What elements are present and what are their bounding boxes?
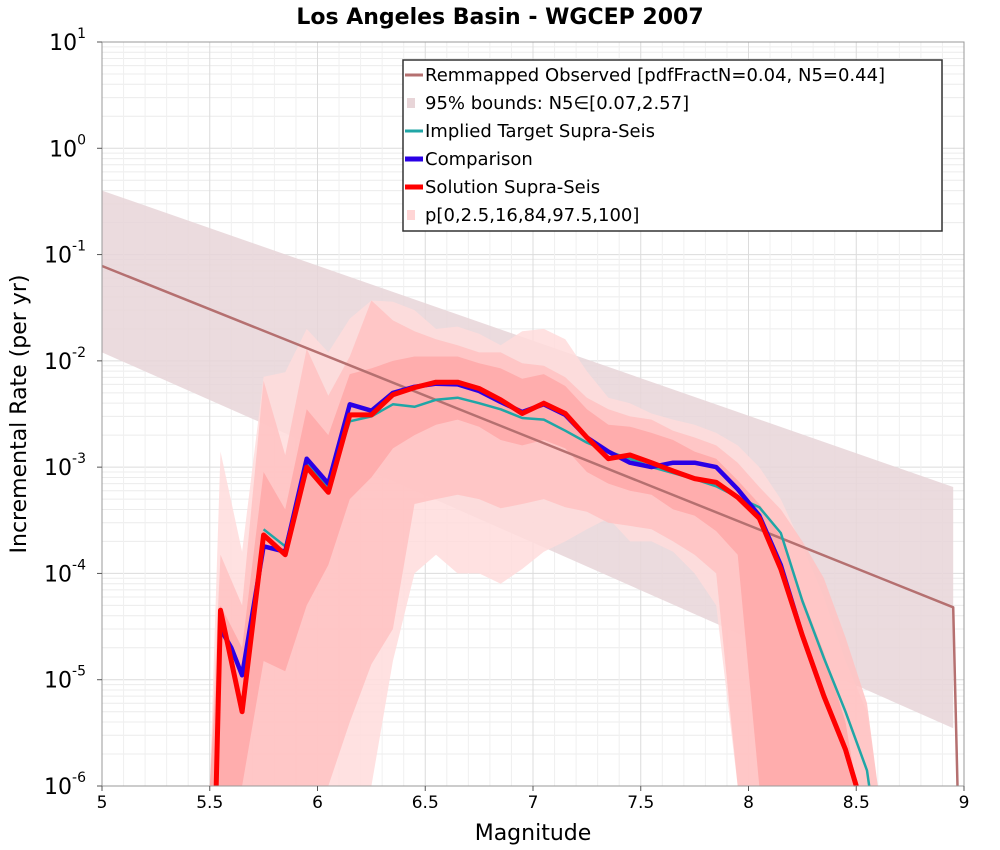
line-solution-supra-seis [213, 379, 859, 787]
y-tick-label: 10-1 [44, 239, 86, 269]
x-tick-label: 6 [312, 793, 323, 813]
legend-label-p-0-2-5-16-84-97-5-100: p[0,2.5,16,84,97.5,100] [425, 205, 639, 226]
legend-swatch-95-bounds-n5-0-07-2-57 [407, 98, 415, 108]
y-tick-label: 10-4 [44, 557, 86, 587]
x-tick-label: 5.5 [196, 793, 223, 813]
x-tick-label: 9 [959, 793, 970, 813]
x-axis-ticks: 5 5.5 6 6.5 7 7.5 8 8.5 9 [97, 786, 970, 813]
x-tick-label: 7 [528, 793, 539, 813]
legend-label-solution-supra-seis: Solution Supra-Seis [425, 177, 600, 198]
legend-label-comparison: Comparison [425, 149, 533, 170]
legend-box [402, 59, 943, 232]
x-axis-label: Magnitude [475, 821, 592, 846]
legend: Remmapped Observed [pdfFractN=0.04, N5=0… [402, 59, 943, 232]
y-axis-label: Incremental Rate (per yr) [7, 275, 32, 554]
x-tick-label: 8.5 [843, 793, 870, 813]
series-lines [101, 264, 959, 787]
legend-label-implied-target-supra-seis: Implied Target Supra-Seis [425, 121, 655, 142]
x-tick-label: 6.5 [412, 793, 439, 813]
x-tick-label: 7.5 [627, 793, 654, 813]
y-tick-label: 10-2 [44, 345, 86, 375]
x-tick-label: 5 [97, 793, 108, 813]
legend-label-remmapped-observed-pdffractn-0-04-n5-0-44: Remmapped Observed [pdfFractN=0.04, N5=0… [425, 65, 885, 86]
x-tick-label: 8 [743, 793, 754, 813]
line-remmapped-observed-pdffractn-0-04-n5-0-44 [101, 264, 959, 787]
y-tick-label: 10-5 [44, 664, 86, 694]
y-tick-label: 10-6 [44, 770, 86, 800]
legend-swatch-p-0-2-5-16-84-97-5-100 [407, 210, 415, 220]
y-tick-label: 10-3 [44, 451, 86, 481]
y-axis-ticks: 101 100 10-1 10-2 10-3 10-4 10-5 10-6 [44, 26, 102, 800]
chart-title: Los Angeles Basin - WGCEP 2007 [296, 5, 703, 30]
legend-label-95-bounds-n5-0-07-2-57: 95% bounds: N5∈[0.07,2.57] [425, 93, 689, 114]
y-tick-label: 100 [49, 132, 86, 162]
y-tick-label: 101 [49, 26, 86, 56]
